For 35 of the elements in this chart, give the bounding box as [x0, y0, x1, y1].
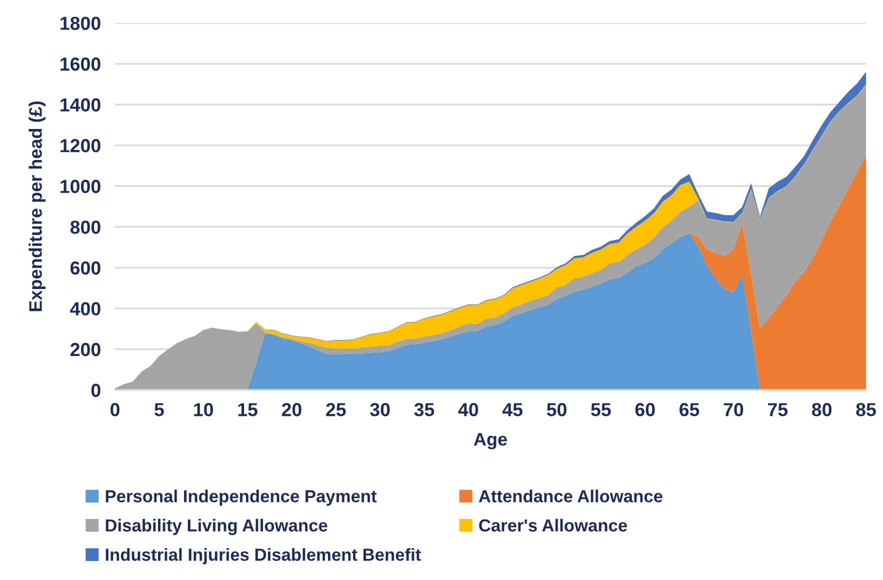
y-tick-label: 0: [91, 384, 100, 397]
y-tick-label: 1800: [60, 16, 100, 30]
x-tick-label: 85: [856, 402, 876, 416]
x-tick-label: 25: [326, 402, 346, 416]
x-tick-label: 15: [238, 403, 258, 416]
legend-label: Disability Living Allowance: [106, 518, 328, 536]
x-tick-label: 40: [458, 402, 478, 416]
x-tick-label: 45: [502, 403, 522, 416]
y-tick-label: 400: [70, 302, 100, 316]
y-tick-label: 200: [70, 342, 100, 356]
x-tick-label: 60: [635, 402, 655, 416]
y-axis-title: Expenditure per head (£): [28, 102, 46, 312]
y-tick-label: 1200: [60, 139, 100, 152]
legend-label: Personal Independence Payment: [106, 490, 377, 506]
y-tick-label: 1600: [60, 57, 100, 71]
x-tick-label: 80: [812, 402, 832, 416]
x-tick-label: 55: [591, 403, 611, 416]
y-tick-label: 800: [70, 220, 100, 234]
x-tick-label: 0: [110, 402, 120, 416]
legend-label: Carer's Allowance: [479, 518, 628, 532]
x-tick-label: 70: [724, 402, 744, 416]
x-tick-label: 20: [282, 402, 302, 416]
x-tick-label: 65: [680, 402, 700, 416]
x-tick-label: 30: [370, 402, 390, 416]
y-tick-label: 1400: [60, 98, 100, 112]
x-tick-label: 75: [768, 403, 788, 416]
x-tick-label: 5: [154, 403, 164, 416]
legend-label: Attendance Allowance: [478, 490, 662, 502]
y-tick-label: 1000: [60, 180, 100, 194]
legend-label: Industrial Injuries Disablement Benefit: [106, 548, 421, 564]
x-tick-label: 10: [194, 402, 214, 416]
y-tick-label: 600: [70, 261, 100, 275]
x-axis-title: Age: [474, 433, 507, 450]
x-tick-label: 35: [414, 402, 434, 416]
x-tick-label: 50: [546, 402, 566, 416]
